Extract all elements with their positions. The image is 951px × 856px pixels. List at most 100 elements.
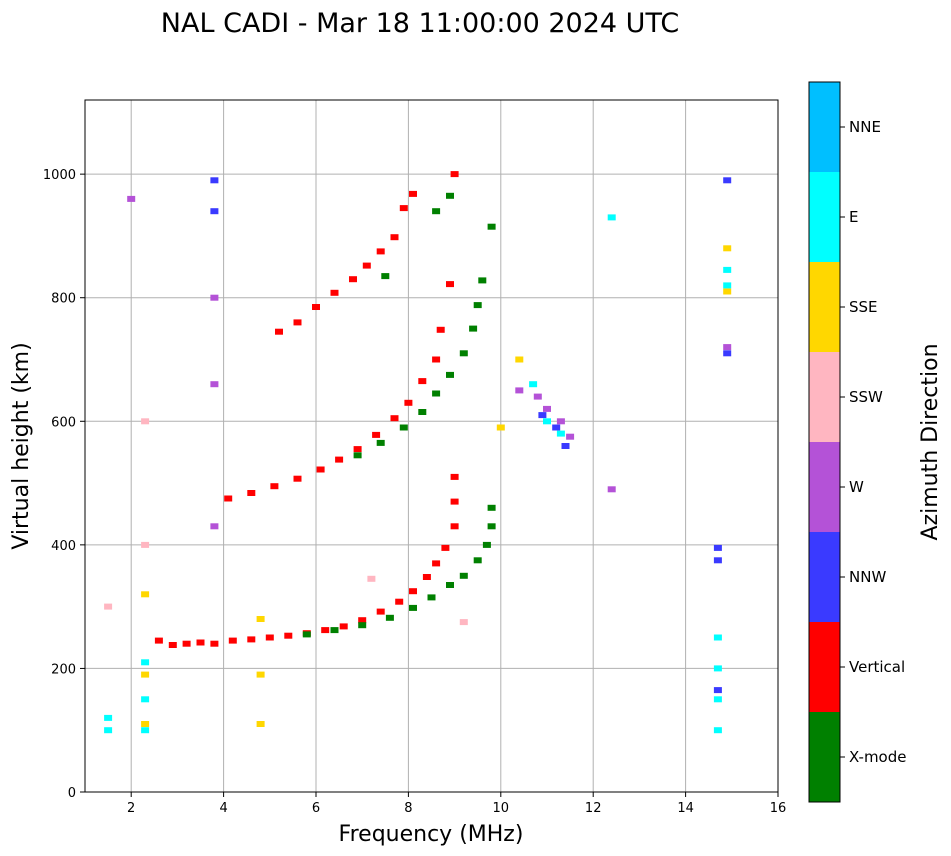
data-point — [723, 245, 732, 252]
data-point — [210, 208, 219, 215]
data-point — [330, 627, 339, 634]
data-point — [473, 302, 482, 309]
data-point — [385, 614, 394, 621]
colorbar-tick-label: Vertical — [849, 658, 905, 676]
data-point — [224, 495, 233, 502]
data-point — [459, 572, 468, 579]
data-point — [441, 544, 450, 551]
data-point — [450, 473, 459, 480]
data-point — [302, 631, 311, 638]
data-point — [713, 544, 722, 551]
data-point — [607, 214, 616, 221]
data-point — [284, 632, 293, 639]
y-tick-label: 400 — [51, 539, 76, 554]
x-tick-label: 16 — [770, 801, 787, 816]
colorbar-segment — [809, 622, 840, 712]
data-point — [104, 727, 113, 734]
data-point — [316, 466, 325, 473]
data-point — [422, 574, 431, 580]
data-point — [487, 223, 496, 230]
colorbar-label: Azimuth Direction — [918, 343, 943, 540]
data-point — [723, 288, 732, 295]
y-tick-label: 0 — [68, 786, 76, 801]
data-point — [390, 415, 399, 422]
colorbar-frame — [808, 81, 841, 803]
data-point — [376, 439, 385, 446]
data-point — [399, 424, 408, 431]
data-point — [210, 381, 219, 388]
data-point — [141, 591, 150, 598]
y-tick-label: 200 — [51, 662, 76, 677]
data-point — [256, 616, 265, 622]
data-point — [427, 594, 436, 601]
series-nnw — [210, 177, 732, 694]
series-x-mode — [302, 504, 496, 638]
data-point — [418, 378, 427, 385]
data-point — [353, 452, 362, 459]
colorbar-tick-label: W — [849, 478, 864, 496]
data-point — [196, 639, 205, 646]
data-point — [469, 325, 478, 332]
data-point — [372, 431, 381, 438]
data-point — [247, 636, 256, 643]
data-point — [104, 714, 113, 721]
data-point — [390, 234, 399, 241]
series-e — [104, 214, 732, 734]
data-point — [487, 504, 496, 511]
data-point — [432, 560, 441, 567]
series-sse — [141, 245, 732, 727]
data-point — [713, 665, 722, 672]
data-point — [141, 659, 150, 666]
data-point — [404, 399, 413, 406]
y-axis-label: Virtual height (km) — [9, 342, 34, 549]
data-point — [446, 582, 454, 588]
data-point — [432, 208, 441, 215]
data-point — [127, 195, 136, 202]
data-point — [723, 177, 732, 184]
chart-title: NAL CADI - Mar 18 11:00:00 2024 UTC — [161, 8, 679, 39]
colorbar-tick-label: NNW — [849, 568, 886, 586]
colorbar-segment — [809, 172, 840, 262]
data-point — [436, 326, 445, 333]
data-point — [529, 381, 538, 388]
plot-frame — [84, 99, 779, 793]
series-x-mode — [381, 192, 454, 280]
data-point — [446, 192, 454, 199]
data-point — [330, 289, 339, 296]
data-point — [607, 486, 616, 493]
data-point — [446, 281, 454, 288]
colorbar-segment — [809, 442, 840, 532]
data-point — [141, 418, 150, 425]
data-point — [446, 371, 454, 378]
y-tick-label: 1000 — [43, 168, 76, 183]
data-point — [723, 266, 732, 273]
data-point — [543, 418, 551, 425]
data-point — [713, 727, 722, 734]
data-point — [210, 523, 219, 530]
data-point — [312, 304, 320, 310]
y-tick-label: 600 — [51, 415, 76, 430]
data-point — [496, 424, 505, 431]
data-point — [349, 276, 357, 283]
data-point — [256, 721, 265, 727]
data-point — [432, 356, 441, 363]
x-axis-label: Frequency (MHz) — [339, 822, 524, 847]
data-point — [141, 671, 150, 678]
series-ssw — [104, 418, 468, 626]
colorbar-tick-label: SSE — [849, 298, 878, 316]
data-point — [104, 603, 113, 610]
data-point — [450, 171, 459, 178]
data-point — [141, 721, 150, 727]
data-point — [409, 588, 417, 595]
colorbar-tick-label: E — [849, 208, 858, 226]
colorbar-tick-label: SSW — [849, 388, 883, 406]
data-point — [358, 622, 367, 629]
data-point — [182, 640, 191, 647]
y-axis: 0 200 400 600 800 1000 — [43, 168, 85, 801]
data-point — [566, 433, 575, 440]
x-tick-label: 10 — [493, 801, 510, 816]
series-x-mode — [353, 223, 496, 459]
data-point — [228, 637, 237, 644]
data-point — [418, 409, 427, 415]
data-point — [482, 541, 491, 548]
